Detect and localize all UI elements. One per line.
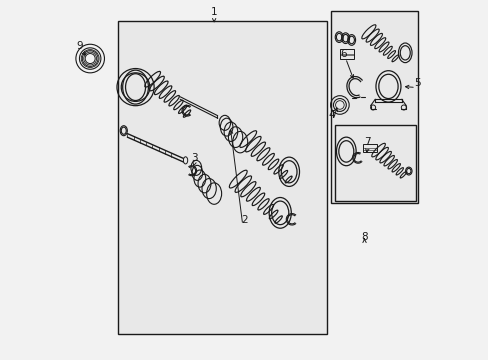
Text: 7: 7 — [364, 137, 370, 147]
Text: 6: 6 — [340, 49, 346, 59]
Ellipse shape — [183, 157, 187, 164]
Text: 5: 5 — [414, 78, 420, 88]
Text: 3: 3 — [191, 153, 198, 163]
Text: 4: 4 — [328, 111, 335, 120]
Text: 8: 8 — [361, 232, 367, 242]
Text: 2: 2 — [241, 215, 247, 225]
Bar — [118, 21, 326, 334]
Bar — [334, 125, 415, 202]
Text: 1: 1 — [210, 8, 217, 18]
Text: 9: 9 — [77, 41, 83, 51]
Bar — [330, 12, 418, 203]
